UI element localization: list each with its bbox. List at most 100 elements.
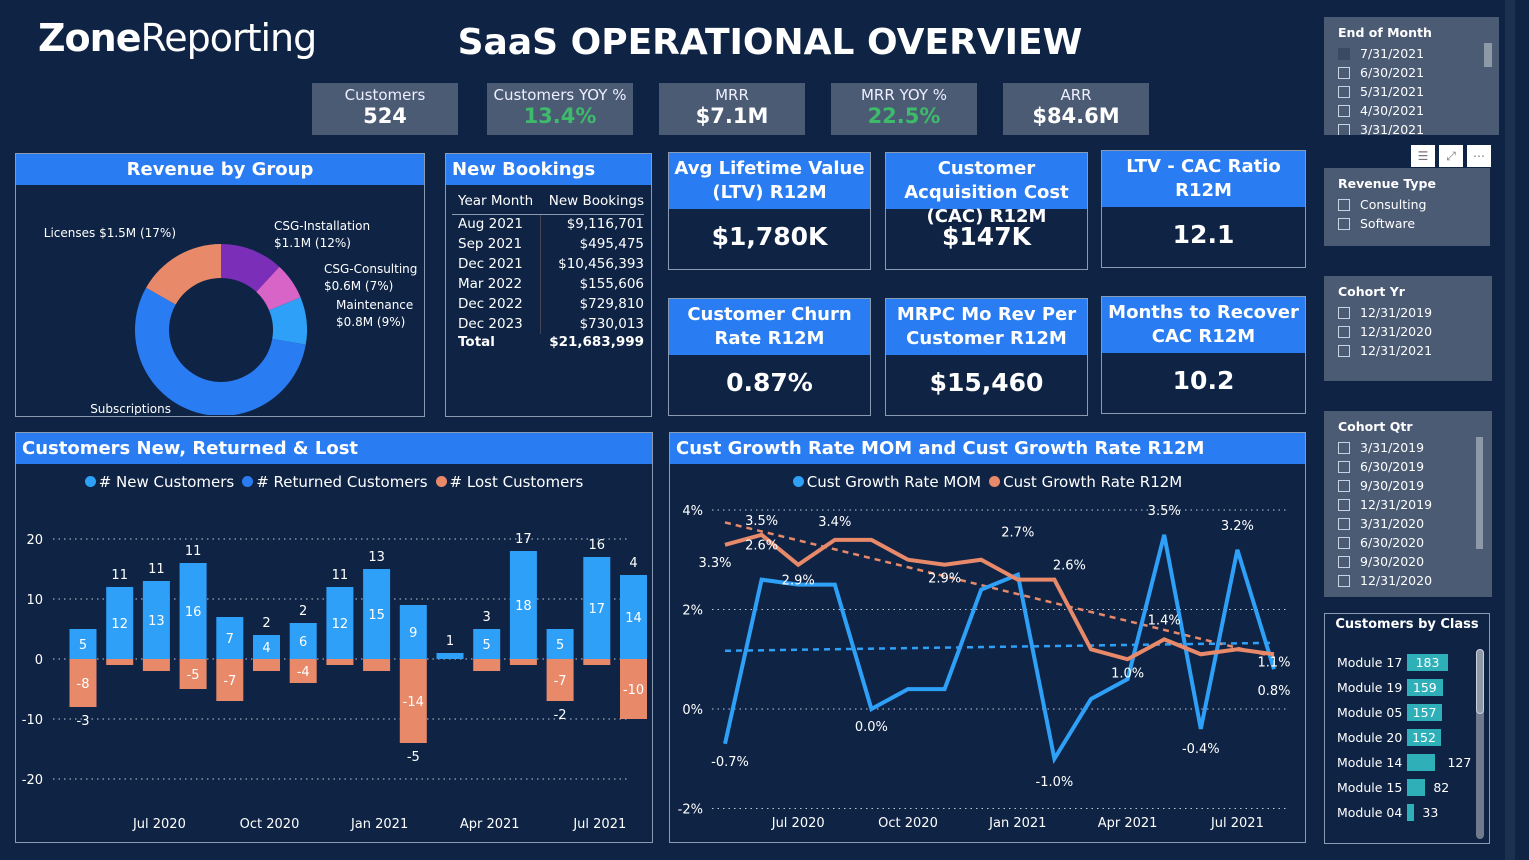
- new-customers-bar[interactable]: [473, 629, 501, 659]
- slicer-scrollbar[interactable]: [1484, 43, 1492, 67]
- lost-customers-bar[interactable]: [620, 659, 647, 719]
- new-customers-bar[interactable]: [326, 587, 354, 659]
- checkbox[interactable]: [1338, 123, 1350, 135]
- more-options-icon[interactable]: ⋯: [1467, 145, 1491, 167]
- new-customers-bar[interactable]: [436, 653, 464, 659]
- class-row[interactable]: Module 14 127: [1325, 750, 1489, 775]
- slicer-option[interactable]: 12/31/2020: [1338, 571, 1478, 590]
- new-customers-bar[interactable]: [216, 617, 244, 659]
- table-row[interactable]: Dec 2021 $10,456,393: [452, 254, 644, 274]
- legend-item[interactable]: Cust Growth Rate R12M: [989, 473, 1182, 491]
- class-row[interactable]: Module 19 159: [1325, 675, 1489, 700]
- legend-item[interactable]: # Returned Customers: [242, 473, 428, 491]
- class-row[interactable]: Module 04 33: [1325, 800, 1489, 825]
- new-customers-bar[interactable]: [583, 557, 611, 659]
- new-customers-bar[interactable]: [69, 629, 97, 659]
- lost-customers-bar[interactable]: [546, 659, 574, 701]
- class-row[interactable]: Module 15 82: [1325, 775, 1489, 800]
- revenue-donut-chart[interactable]: CSG-Installation $1.1M (12%) CSG-Consultin…: [16, 185, 423, 433]
- new-customers-bar[interactable]: [253, 635, 280, 659]
- lost-customers-bar[interactable]: [179, 659, 207, 689]
- lost-customers-bar[interactable]: [473, 659, 501, 671]
- checkbox[interactable]: [1338, 217, 1350, 230]
- donut-slice-maintenance[interactable]: [269, 297, 307, 345]
- table-row[interactable]: Dec 2023 $730,013: [452, 314, 644, 334]
- new-customers-bar[interactable]: [363, 569, 391, 659]
- lost-customers-bar[interactable]: [106, 659, 134, 665]
- checkbox[interactable]: [1338, 479, 1350, 492]
- checkbox[interactable]: [1338, 198, 1350, 211]
- donut-slice-subscriptions[interactable]: [135, 287, 306, 416]
- new-customers-bar[interactable]: [179, 563, 207, 659]
- class-row[interactable]: Module 20 152: [1325, 725, 1489, 750]
- donut-slice-licenses[interactable]: [146, 244, 221, 305]
- lost-customers-bar[interactable]: [583, 659, 611, 665]
- lost-customers-bar[interactable]: [363, 659, 391, 671]
- new-customers-bar[interactable]: [620, 575, 647, 659]
- new-customers-bar[interactable]: [289, 623, 317, 659]
- checkbox[interactable]: [1338, 66, 1350, 79]
- checkbox[interactable]: [1338, 441, 1350, 454]
- donut-slice-csg-consulting[interactable]: [256, 266, 301, 311]
- new-customers-bar[interactable]: [142, 581, 170, 659]
- new-customers-bar[interactable]: [106, 587, 134, 659]
- new-customers-bar[interactable]: [509, 551, 537, 659]
- checkbox[interactable]: [1338, 325, 1350, 338]
- class-row[interactable]: Module 17 183: [1325, 650, 1489, 675]
- column-header[interactable]: New Bookings: [540, 188, 644, 215]
- page-scrollbar[interactable]: [1505, 0, 1515, 860]
- slicer-option[interactable]: 6/30/2020: [1338, 533, 1478, 552]
- checkbox[interactable]: [1338, 555, 1350, 568]
- checkbox[interactable]: [1338, 344, 1350, 357]
- column-header[interactable]: Year Month: [452, 188, 541, 215]
- donut-slice-csg-installation[interactable]: [221, 244, 280, 292]
- checkbox[interactable]: [1338, 85, 1350, 98]
- filter-icon[interactable]: ☰: [1411, 145, 1435, 167]
- table-row[interactable]: Mar 2022 $155,606: [452, 274, 644, 294]
- slicer-option[interactable]: 12/31/2019: [1338, 495, 1478, 514]
- lost-customers-bar[interactable]: [69, 659, 97, 707]
- lost-customers-bar[interactable]: [142, 659, 170, 671]
- focus-mode-icon[interactable]: ⤢: [1439, 145, 1463, 167]
- table-row[interactable]: Aug 2021 $9,116,701: [452, 214, 644, 234]
- legend-item[interactable]: # Lost Customers: [435, 473, 583, 491]
- legend-item[interactable]: Cust Growth Rate MOM: [792, 473, 981, 491]
- slicer-option[interactable]: Consulting: [1338, 195, 1476, 214]
- checkbox[interactable]: [1338, 47, 1350, 60]
- series-line-r12m[interactable]: [724, 532, 1275, 662]
- checkbox[interactable]: [1338, 536, 1350, 549]
- table-row[interactable]: Sep 2021 $495,475: [452, 234, 644, 254]
- lost-customers-bar[interactable]: [399, 659, 427, 743]
- lost-customers-bar[interactable]: [289, 659, 317, 683]
- slicer-option[interactable]: 5/31/2021: [1338, 82, 1485, 101]
- lost-customers-bar[interactable]: [253, 659, 280, 671]
- series-line-mom[interactable]: [723, 534, 1276, 765]
- slicer-option[interactable]: 12/31/2021: [1338, 341, 1478, 360]
- slicer-option[interactable]: 12/31/2019: [1338, 303, 1478, 322]
- legend-item[interactable]: # New Customers: [84, 473, 234, 491]
- checkbox[interactable]: [1338, 574, 1350, 587]
- checkbox[interactable]: [1338, 460, 1350, 473]
- slicer-option[interactable]: 7/31/2021: [1338, 44, 1485, 63]
- slicer-option[interactable]: 12/31/2020: [1338, 322, 1478, 341]
- slicer-option[interactable]: 3/31/2021: [1338, 120, 1485, 135]
- slicer-option[interactable]: 3/31/2020: [1338, 514, 1478, 533]
- checkbox[interactable]: [1338, 498, 1350, 511]
- checkbox[interactable]: [1338, 104, 1350, 117]
- checkbox[interactable]: [1338, 306, 1350, 319]
- slicer-option[interactable]: 6/30/2021: [1338, 63, 1485, 82]
- growth-rate-line-chart[interactable]: 4% 2% 0% -2% -0.7% 2.6% 0.0% 2.7% -1.0% 3.5% -0.4%…: [670, 495, 1305, 840]
- table-row[interactable]: Dec 2022 $729,810: [452, 294, 644, 314]
- checkbox[interactable]: [1338, 517, 1350, 530]
- slicer-option[interactable]: Software: [1338, 214, 1476, 233]
- slicer-option[interactable]: 9/30/2020: [1338, 552, 1478, 571]
- scrollbar[interactable]: [1476, 649, 1484, 839]
- lost-customers-bar[interactable]: [216, 659, 244, 701]
- new-customers-bar[interactable]: [399, 605, 427, 659]
- slicer-option[interactable]: 4/30/2021: [1338, 101, 1485, 120]
- lost-customers-bar[interactable]: [326, 659, 354, 665]
- slicer-option[interactable]: 6/30/2019: [1338, 457, 1478, 476]
- slicer-option[interactable]: 9/30/2019: [1338, 476, 1478, 495]
- slicer-scrollbar[interactable]: [1476, 437, 1483, 549]
